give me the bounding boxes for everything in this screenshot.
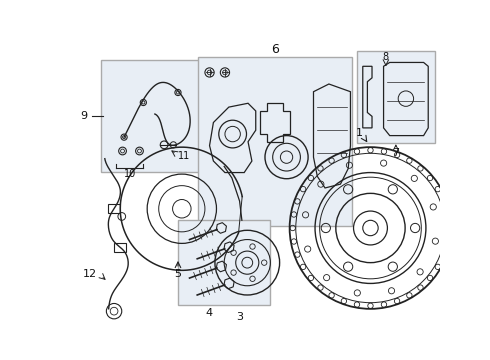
Bar bbox=[108, 204, 120, 213]
Bar bbox=[357, 51, 435, 143]
Text: 7: 7 bbox=[392, 148, 399, 158]
Bar bbox=[178, 220, 270, 305]
Text: 3: 3 bbox=[236, 311, 243, 321]
Bar bbox=[114, 243, 126, 252]
Text: 9: 9 bbox=[80, 111, 87, 121]
Bar bbox=[101, 60, 213, 172]
Bar bbox=[198, 57, 352, 226]
Text: 10: 10 bbox=[124, 169, 136, 179]
Text: 11: 11 bbox=[178, 152, 190, 161]
Text: 8: 8 bbox=[383, 52, 389, 62]
Text: 4: 4 bbox=[205, 308, 212, 318]
Text: 12: 12 bbox=[83, 269, 97, 279]
Text: 6: 6 bbox=[271, 43, 279, 56]
Text: 1: 1 bbox=[355, 128, 363, 138]
Text: 5: 5 bbox=[174, 269, 181, 279]
